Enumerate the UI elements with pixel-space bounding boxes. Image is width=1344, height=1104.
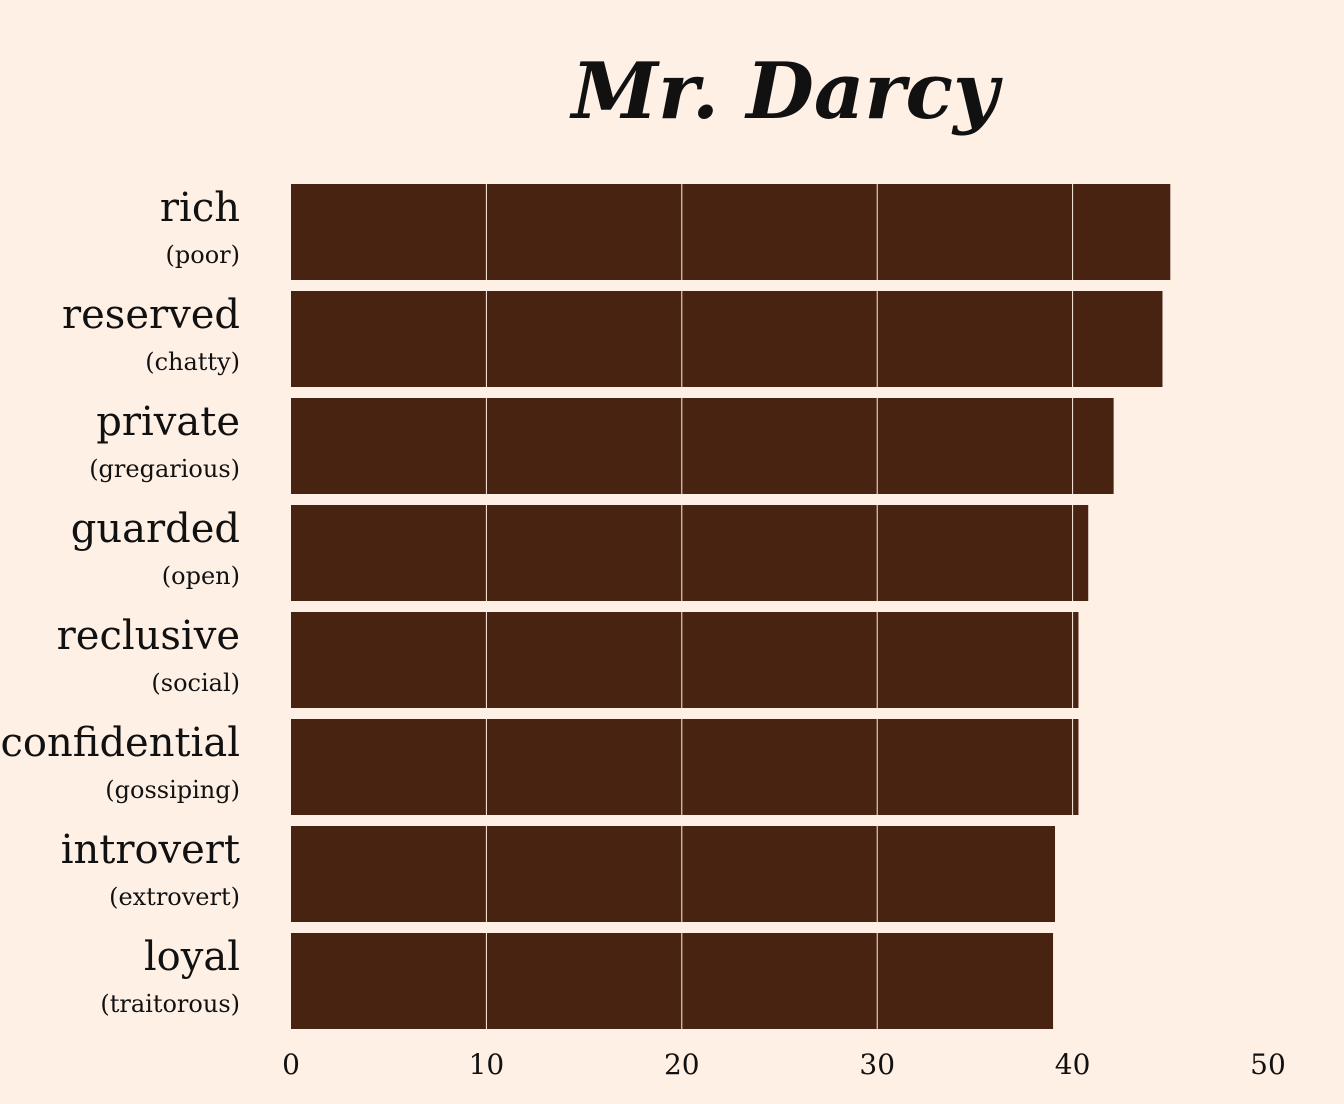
grid-lines: [485, 184, 1074, 1029]
category-sublabel: (extrovert): [109, 883, 240, 911]
x-tick-label: 50: [1250, 1048, 1286, 1081]
category-label: guarded: [71, 506, 240, 552]
category-sublabel: (social): [151, 669, 240, 697]
x-tick-label: 40: [1055, 1048, 1091, 1081]
bar-confidential: [291, 719, 1079, 815]
category-label: rich: [160, 185, 240, 231]
bars-group: [291, 184, 1171, 1029]
bar-private: [291, 398, 1114, 494]
category-sublabel: (poor): [166, 241, 240, 269]
category-sublabel: (open): [162, 562, 240, 590]
category-sublabel: (gregarious): [89, 455, 240, 483]
x-tick-label: 20: [664, 1048, 700, 1081]
x-tick-label: 30: [859, 1048, 895, 1081]
bar-reserved: [291, 291, 1163, 387]
category-label: loyal: [144, 934, 240, 980]
bar-introvert: [291, 826, 1056, 922]
category-sublabel: (chatty): [145, 348, 240, 376]
category-label: private: [96, 399, 240, 445]
category-sublabel: (traitorous): [100, 990, 240, 1018]
category-label: introvert: [61, 827, 240, 873]
category-labels: rich (poor) reserved (chatty) private (gregar…: [1, 185, 240, 1018]
category-label: confidential: [1, 720, 240, 766]
x-tick-labels: 0 10 20 30 40 50: [282, 1048, 1286, 1081]
x-tick-label: 10: [469, 1048, 505, 1081]
chart-title: Mr. Darcy: [569, 46, 1003, 137]
x-tick-label: 0: [282, 1048, 300, 1081]
bar-loyal: [291, 933, 1054, 1029]
category-label: reclusive: [57, 613, 240, 659]
bar-reclusive: [291, 612, 1079, 708]
category-sublabel: (gossiping): [105, 776, 240, 804]
bar-guarded: [291, 505, 1089, 601]
category-label: reserved: [62, 292, 240, 338]
bar-rich: [291, 184, 1171, 280]
